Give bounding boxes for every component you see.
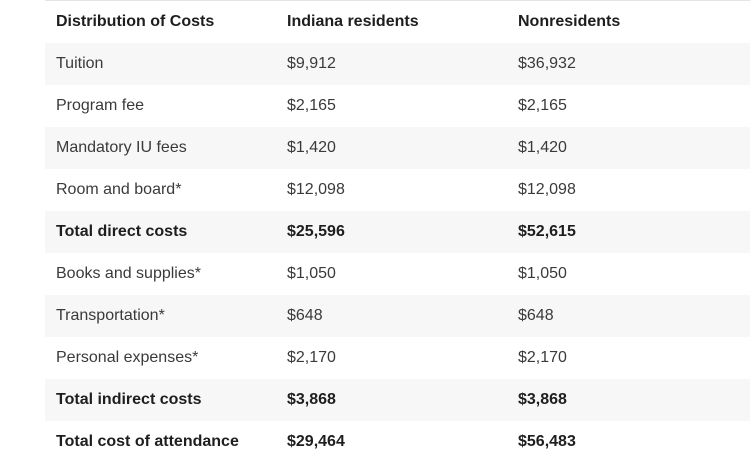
nonresident-cost: $56,483 (507, 421, 750, 463)
table-row-total-attendance: Total cost of attendance $29,464 $56,483 (45, 421, 750, 463)
table-body: Tuition $9,912 $36,932 Program fee $2,16… (45, 43, 750, 463)
nonresident-cost: $36,932 (507, 43, 750, 85)
resident-cost: $648 (276, 295, 507, 337)
row-label: Room and board* (45, 169, 276, 211)
row-label: Personal expenses* (45, 337, 276, 379)
nonresident-cost: $12,098 (507, 169, 750, 211)
resident-cost: $29,464 (276, 421, 507, 463)
nonresident-cost: $2,165 (507, 85, 750, 127)
header-distribution-of-costs: Distribution of Costs (45, 1, 276, 43)
resident-cost: $2,170 (276, 337, 507, 379)
nonresident-cost: $3,868 (507, 379, 750, 421)
cost-table-container: Distribution of Costs Indiana residents … (45, 0, 750, 463)
row-label: Tuition (45, 43, 276, 85)
header-nonresidents: Nonresidents (507, 1, 750, 43)
resident-cost: $1,420 (276, 127, 507, 169)
table-row: Program fee $2,165 $2,165 (45, 85, 750, 127)
row-label: Transportation* (45, 295, 276, 337)
row-label: Mandatory IU fees (45, 127, 276, 169)
resident-cost: $12,098 (276, 169, 507, 211)
row-label: Program fee (45, 85, 276, 127)
table-row-total-direct: Total direct costs $25,596 $52,615 (45, 211, 750, 253)
table-row-total-indirect: Total indirect costs $3,868 $3,868 (45, 379, 750, 421)
table-top-border (45, 0, 750, 1)
nonresident-cost: $648 (507, 295, 750, 337)
resident-cost: $1,050 (276, 253, 507, 295)
table-row: Tuition $9,912 $36,932 (45, 43, 750, 85)
resident-cost: $25,596 (276, 211, 507, 253)
cost-distribution-table: Distribution of Costs Indiana residents … (45, 1, 750, 463)
row-label: Books and supplies* (45, 253, 276, 295)
resident-cost: $3,868 (276, 379, 507, 421)
row-label: Total cost of attendance (45, 421, 276, 463)
header-indiana-residents: Indiana residents (276, 1, 507, 43)
table-row: Books and supplies* $1,050 $1,050 (45, 253, 750, 295)
nonresident-cost: $1,050 (507, 253, 750, 295)
row-label: Total indirect costs (45, 379, 276, 421)
row-label: Total direct costs (45, 211, 276, 253)
nonresident-cost: $1,420 (507, 127, 750, 169)
resident-cost: $9,912 (276, 43, 507, 85)
resident-cost: $2,165 (276, 85, 507, 127)
table-row: Personal expenses* $2,170 $2,170 (45, 337, 750, 379)
nonresident-cost: $2,170 (507, 337, 750, 379)
table-row: Transportation* $648 $648 (45, 295, 750, 337)
table-row: Mandatory IU fees $1,420 $1,420 (45, 127, 750, 169)
nonresident-cost: $52,615 (507, 211, 750, 253)
table-row: Room and board* $12,098 $12,098 (45, 169, 750, 211)
table-header-row: Distribution of Costs Indiana residents … (45, 1, 750, 43)
